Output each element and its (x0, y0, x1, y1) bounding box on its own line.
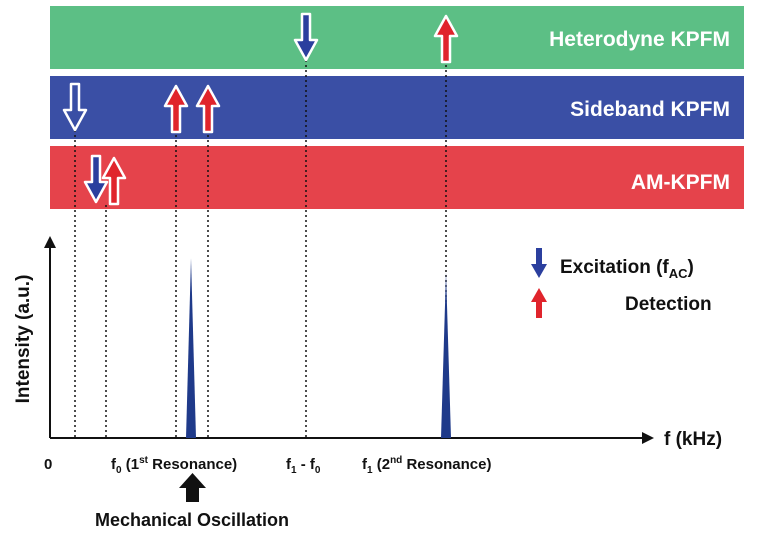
guide-lines (74, 55, 447, 438)
y-axis-arrowhead (44, 236, 56, 248)
excitation-arrow (62, 82, 88, 132)
y-axis-label: Intensity (a.u.) (13, 275, 34, 404)
mechanical-oscillation-arrow (179, 473, 206, 502)
band-heterodyne-label: Heterodyne KPFM (549, 28, 730, 51)
legend: Excitation (fAC) Detection (531, 248, 712, 318)
excitation-arrow (83, 154, 109, 204)
legend-excitation-arrow (531, 248, 547, 278)
tick-zero: 0 (44, 456, 52, 473)
band-sideband-label: Sideband KPFM (570, 98, 730, 121)
tick-f1-minus-f0: f1 - f0 (286, 456, 321, 476)
band-am (50, 146, 744, 209)
legend-detection-arrow (531, 288, 547, 318)
tick-f0: f0 (1st Resonance) (111, 455, 237, 476)
legend-excitation-label: Excitation (fAC) (560, 257, 694, 281)
peak-f0 (186, 258, 196, 438)
band-sideband (50, 76, 744, 139)
excitation-arrow (293, 12, 319, 62)
arrows (62, 12, 459, 206)
detection-arrow (101, 156, 127, 206)
tick-f1: f1 (2nd Resonance) (362, 455, 492, 476)
peak-f1 (441, 272, 451, 438)
mechanical-oscillation-label: Mechanical Oscillation (95, 510, 289, 530)
x-axis-arrowhead (642, 432, 654, 444)
legend-detection-label: Detection (625, 294, 712, 315)
x-axis-label: f (kHz) (664, 429, 722, 450)
axes (44, 236, 654, 444)
detection-arrow (433, 14, 459, 64)
band-am-label: AM-KPFM (631, 171, 730, 194)
band-heterodyne (50, 6, 744, 69)
detection-arrow (163, 84, 189, 134)
detection-arrow (195, 84, 221, 134)
